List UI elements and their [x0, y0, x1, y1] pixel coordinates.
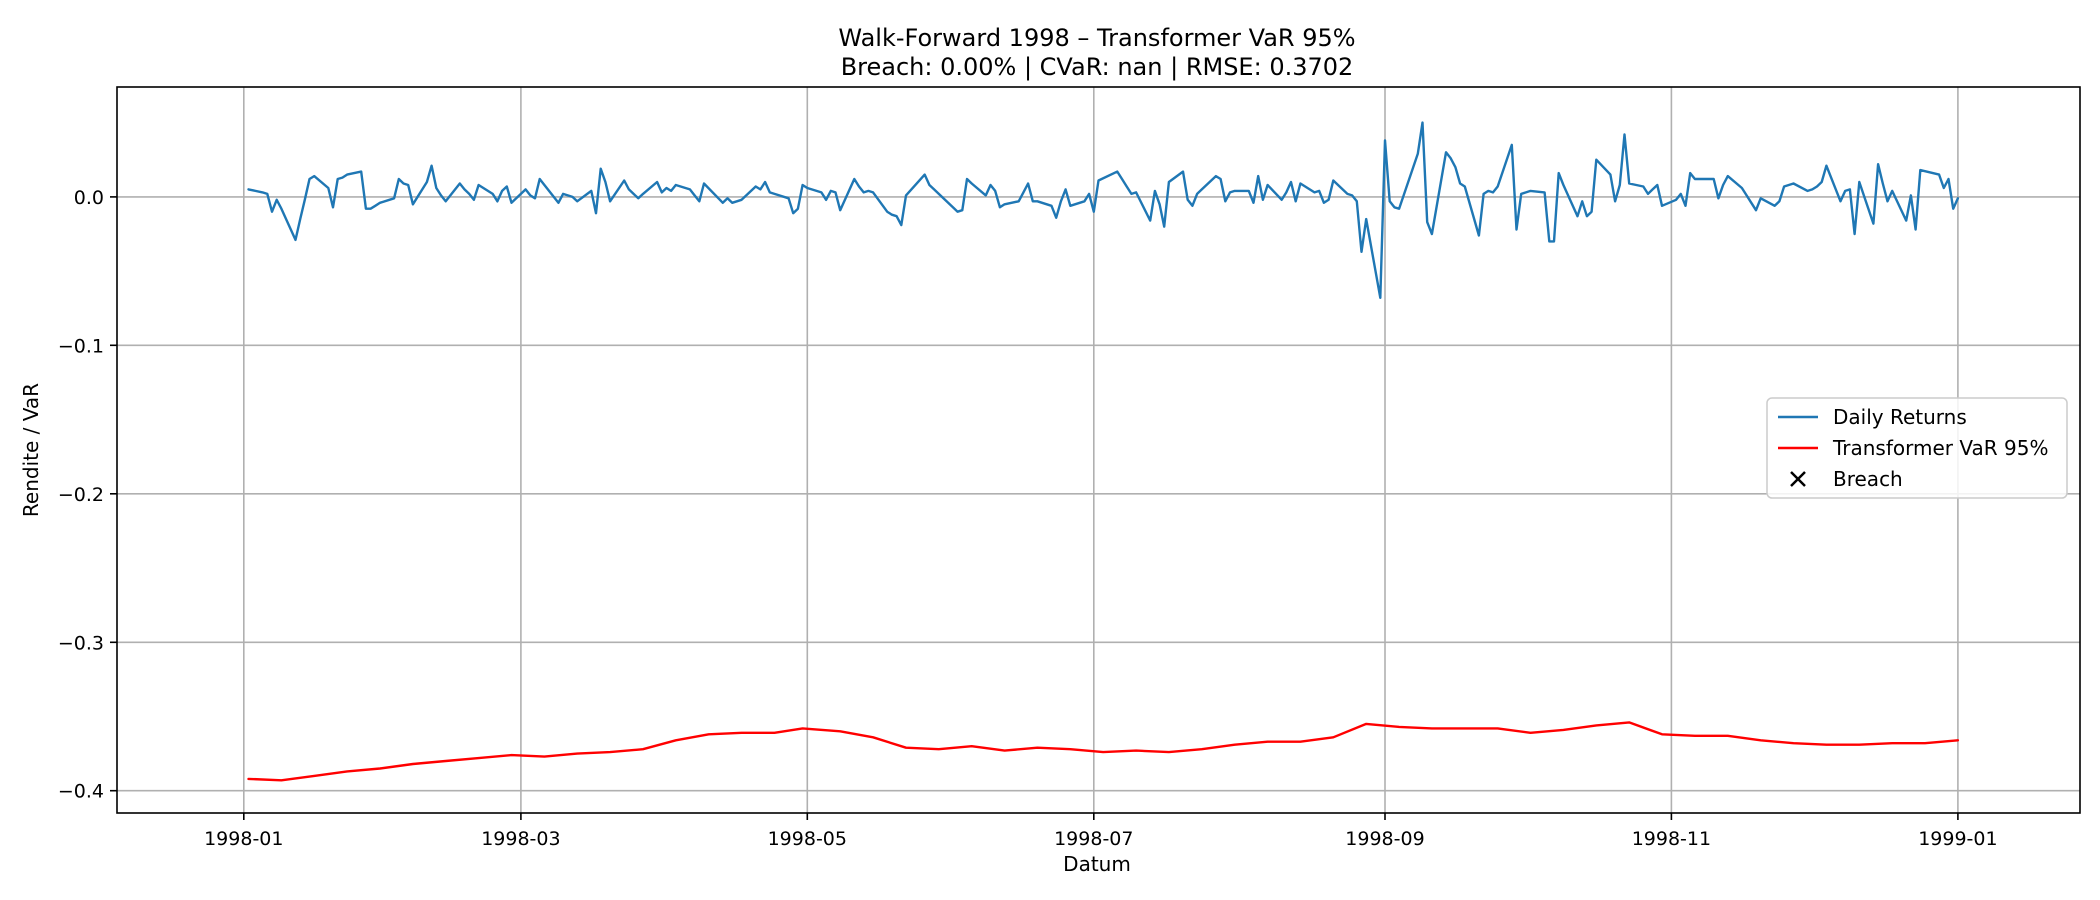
x-tick-label: 1998-01 — [204, 828, 283, 850]
x-tick-label: 1998-03 — [481, 828, 560, 850]
y-tick-label: −0.4 — [58, 781, 104, 803]
legend-label-transformer-var: Transformer VaR 95% — [1832, 436, 2048, 460]
x-tick-label: 1998-11 — [1632, 828, 1711, 850]
chart-title-line2: Breach: 0.00% | CVaR: nan | RMSE: 0.3702 — [841, 53, 1354, 81]
x-tick-label: 1998-07 — [1054, 828, 1133, 850]
daily-returns-line — [247, 121, 1960, 299]
x-axis-label: Datum — [1063, 852, 1131, 876]
legend-label-daily-returns: Daily Returns — [1833, 405, 1967, 429]
x-tick-label: 1998-09 — [1345, 828, 1424, 850]
legend: Daily Returns Transformer VaR 95% Breach — [1766, 397, 2068, 499]
y-tick-label: 0.0 — [74, 187, 104, 209]
y-tick-label: −0.2 — [58, 484, 104, 506]
plot-frame — [116, 86, 2081, 814]
y-axis: 0.0 −0.1 −0.2 −0.3 −0.4 — [58, 187, 117, 803]
x-tick-label: 1999-01 — [1918, 828, 1997, 850]
series-layer — [247, 121, 1960, 782]
y-tick-label: −0.1 — [58, 335, 104, 357]
x-tick-label: 1998-05 — [768, 828, 847, 850]
grid — [117, 87, 2080, 813]
transformer-var-95-line — [247, 721, 1960, 782]
x-axis: 1998-01 1998-03 1998-05 1998-07 1998-09 1998-… — [204, 813, 1998, 850]
y-axis-label: Rendite / VaR — [19, 383, 43, 517]
legend-label-breach: Breach — [1833, 467, 1903, 491]
y-tick-label: −0.3 — [58, 632, 104, 654]
legend-swatch-breach-marker — [1790, 471, 1806, 487]
chart-title-line1: Walk-Forward 1998 – Transformer VaR 95% — [838, 24, 1355, 52]
legend-box — [1766, 397, 2068, 499]
